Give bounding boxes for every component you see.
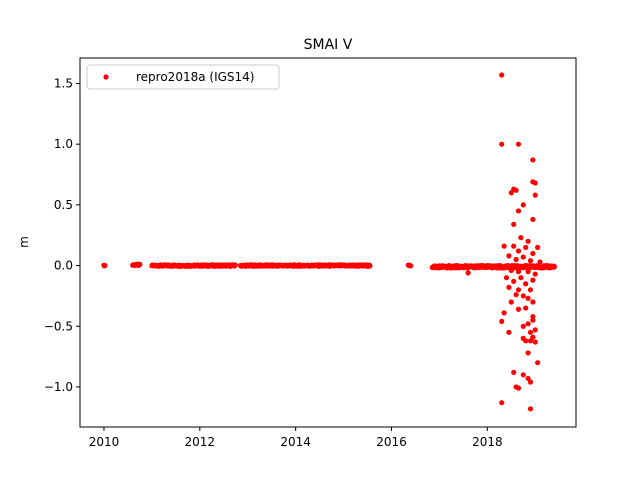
- x-tick-label: 2010: [89, 435, 120, 449]
- data-point: [515, 287, 522, 293]
- data-point: [520, 254, 526, 260]
- data-point: [532, 327, 538, 333]
- data-point: [367, 263, 373, 269]
- y-axis-label: m: [17, 236, 31, 248]
- y-tick-label: 0.0: [54, 259, 73, 273]
- data-point: [511, 369, 517, 375]
- data-point: [527, 329, 534, 335]
- data-point: [530, 250, 536, 257]
- data-point: [518, 235, 524, 241]
- data-point: [530, 157, 536, 163]
- data-point: [530, 313, 536, 320]
- data-point: [551, 264, 558, 270]
- data-point: [525, 350, 531, 356]
- data-points: [101, 72, 558, 412]
- data-point: [520, 293, 526, 299]
- data-point: [525, 238, 531, 244]
- data-point: [523, 305, 529, 311]
- data-point: [137, 261, 143, 268]
- data-point: [532, 180, 538, 186]
- data-point: [506, 329, 512, 335]
- data-point: [499, 141, 505, 147]
- data-point: [532, 339, 538, 345]
- data-point: [511, 278, 517, 284]
- x-tick-label: 2014: [280, 435, 311, 449]
- data-point: [501, 310, 507, 316]
- data-point: [523, 244, 529, 250]
- axes: 2010 2012 2014 2016 2018 −1.0 −0.5 0.0 0.5 1.0 1.5: [44, 57, 577, 449]
- legend-label: repro2018a (IGS14): [136, 70, 254, 84]
- data-point: [508, 190, 514, 196]
- chart-title: SMAI V: [304, 37, 353, 53]
- data-point: [515, 385, 522, 391]
- data-point: [499, 72, 505, 78]
- data-point: [527, 287, 534, 293]
- y-tick-label: −0.5: [44, 319, 73, 333]
- data-point: [527, 338, 534, 344]
- data-point: [513, 256, 519, 263]
- data-point: [532, 192, 538, 198]
- data-point: [499, 400, 505, 406]
- data-point: [530, 216, 536, 223]
- data-point: [530, 299, 536, 305]
- data-point: [535, 244, 541, 250]
- data-point: [513, 292, 519, 298]
- data-point: [525, 321, 531, 327]
- data-point: [506, 284, 512, 291]
- data-point: [518, 275, 524, 281]
- data-point: [499, 318, 505, 324]
- data-point: [527, 258, 534, 264]
- data-point: [511, 221, 517, 227]
- data-point: [515, 306, 522, 312]
- data-point: [530, 277, 536, 283]
- x-tick-label: 2012: [185, 435, 216, 449]
- data-point: [532, 271, 538, 277]
- data-point: [508, 267, 514, 274]
- data-point: [525, 295, 531, 301]
- data-point: [515, 269, 522, 275]
- data-point: [527, 406, 534, 412]
- data-point: [465, 270, 471, 276]
- data-point: [520, 202, 526, 208]
- data-point: [527, 379, 534, 385]
- data-point: [537, 259, 543, 265]
- data-point: [511, 243, 517, 249]
- y-tick-label: −1.0: [44, 380, 73, 394]
- legend-marker: [103, 74, 109, 80]
- data-point: [508, 299, 514, 305]
- data-point: [408, 263, 414, 269]
- x-tick-label: 2016: [376, 435, 407, 449]
- y-tick-label: 0.5: [54, 198, 73, 212]
- x-tick-label: 2018: [472, 435, 503, 449]
- data-point: [515, 141, 522, 147]
- legend: repro2018a (IGS14): [86, 64, 280, 90]
- data-point: [506, 253, 512, 259]
- legend-box: [86, 64, 280, 90]
- data-point: [530, 317, 536, 323]
- y-tick-label: 1.0: [54, 137, 73, 151]
- data-point: [525, 269, 531, 275]
- data-point: [523, 281, 529, 287]
- data-point: [520, 323, 526, 329]
- data-point: [535, 360, 541, 366]
- data-point: [520, 372, 526, 378]
- data-point: [523, 338, 529, 344]
- data-point: [503, 275, 510, 281]
- data-point: [102, 262, 108, 269]
- data-point: [515, 248, 522, 254]
- y-tick-label: 1.5: [54, 76, 73, 90]
- data-point: [513, 187, 519, 193]
- data-point: [232, 262, 238, 268]
- data-point: [501, 243, 507, 249]
- data-point: [515, 208, 522, 214]
- plot-frame: [79, 57, 577, 428]
